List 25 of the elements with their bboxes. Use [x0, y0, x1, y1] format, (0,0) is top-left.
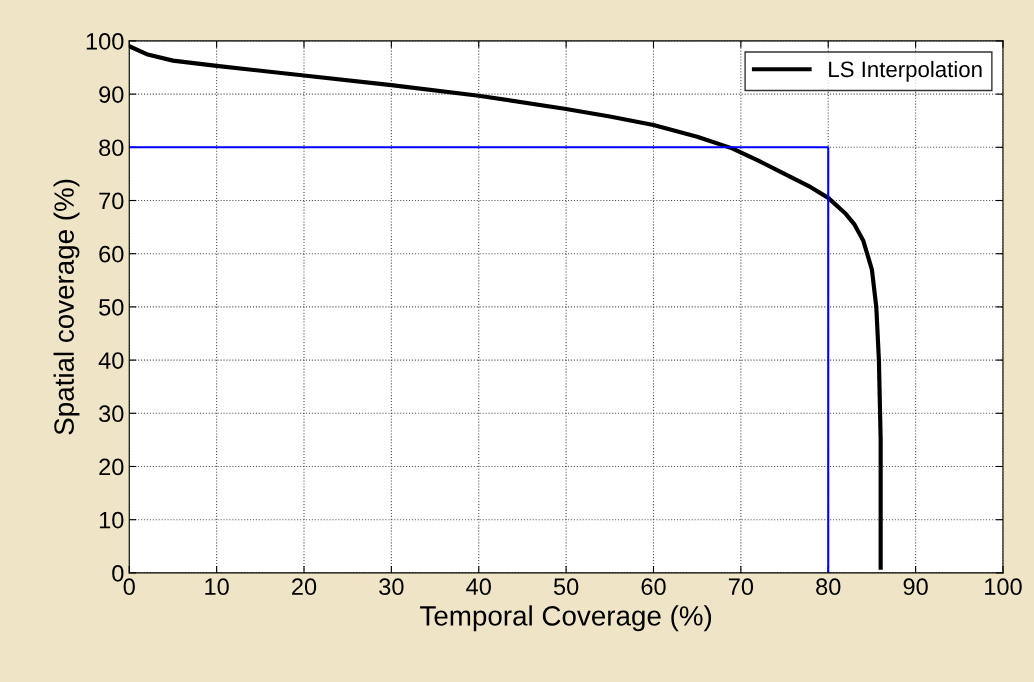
y-tick-label: 100 — [86, 32, 124, 50]
x-axis-title: Temporal Coverage (%) — [420, 605, 712, 632]
x-tick-label: 30 — [379, 578, 404, 596]
y-tick-label: 70 — [99, 192, 124, 210]
x-tick-label: 0 — [123, 578, 135, 596]
y-tick-label: 80 — [99, 139, 124, 157]
x-tick-label: 90 — [903, 578, 928, 596]
x-tick-label: 40 — [466, 578, 491, 596]
y-tick-label: 90 — [99, 86, 124, 103]
x-tick-label: 60 — [641, 578, 666, 596]
x-tick-label: 80 — [816, 578, 841, 596]
y-tick-label: 50 — [99, 298, 124, 316]
y-axis-title: Spatial coverage (%) — [53, 179, 80, 435]
x-tick-label: 50 — [553, 578, 579, 596]
y-tick-label: 30 — [99, 405, 124, 423]
x-tick-label: 100 — [985, 578, 1022, 596]
y-tick-label: 60 — [99, 245, 124, 263]
y-tick-label: 10 — [99, 511, 124, 529]
y-tick-label: 20 — [99, 458, 124, 476]
y-tick-label: 40 — [98, 352, 124, 369]
legend-label: LS Interpolation — [829, 60, 982, 82]
x-tick-label: 20 — [292, 578, 317, 596]
x-tick-label: 70 — [728, 578, 754, 596]
y-tick-label: 0 — [112, 564, 124, 582]
x-tick-label: 10 — [205, 578, 229, 596]
